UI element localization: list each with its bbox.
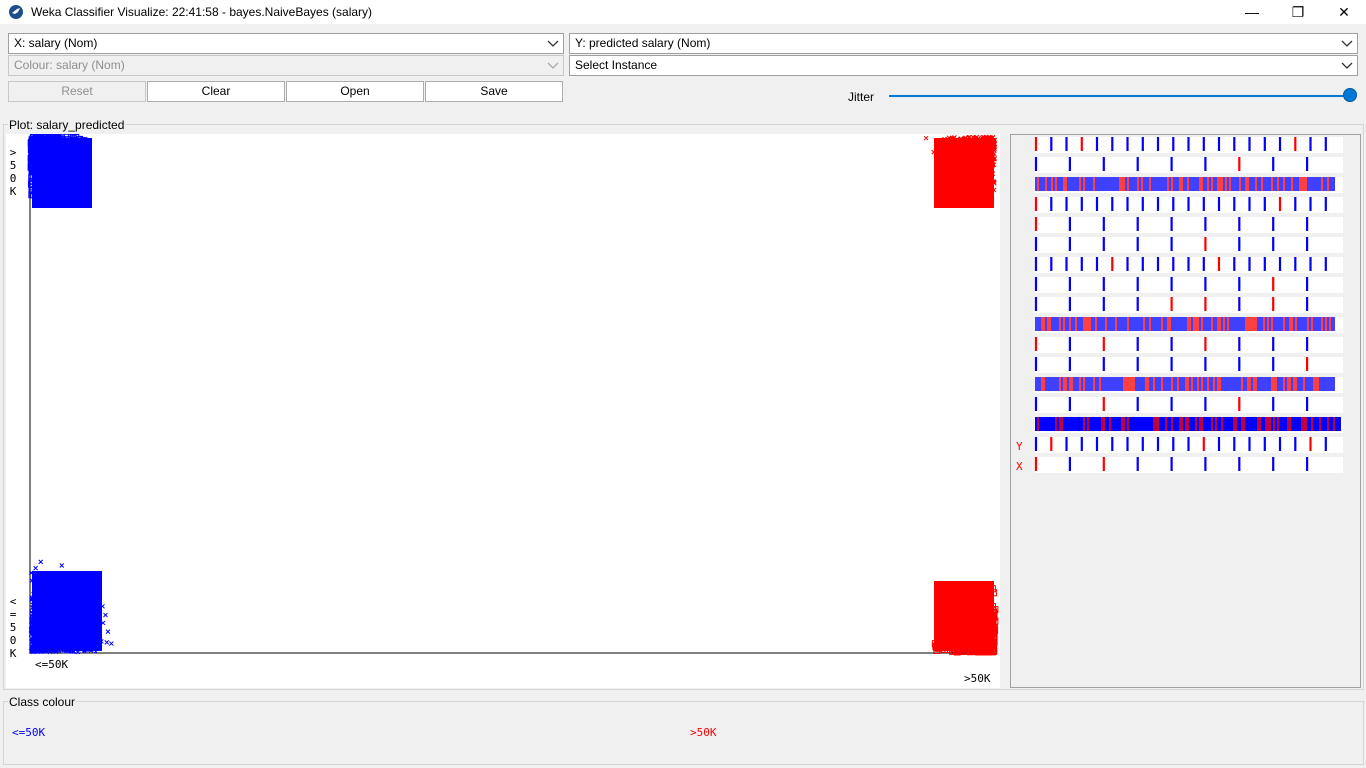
attribute-strip <box>1035 177 1343 193</box>
x-tick-label-right: >50K <box>964 672 991 685</box>
attribute-strip <box>1035 297 1343 313</box>
legend-item-le50k[interactable]: <=50K <box>12 726 46 739</box>
attribute-strip <box>1035 217 1343 233</box>
y-axis-select[interactable]: Y: predicted salary (Nom) <box>569 33 1358 54</box>
attribute-strip-points <box>1037 417 1335 431</box>
attribute-strip <box>1035 377 1343 393</box>
attribute-strip <box>1035 277 1343 293</box>
legend-item-gt50k[interactable]: >50K <box>690 726 717 739</box>
jitter-slider-thumb[interactable] <box>1343 88 1357 102</box>
attribute-strip-points <box>1034 457 1105 471</box>
attribute-strip-points <box>1035 417 1333 431</box>
attribute-strip-points <box>1034 257 1327 271</box>
attribute-strip-points <box>1041 377 1319 391</box>
weka-bird-icon <box>9 5 23 19</box>
attribute-strip-points <box>1034 277 1309 291</box>
select-instance-value: Select Instance <box>575 58 658 72</box>
attribute-strip-points <box>1050 197 1327 211</box>
attribute-strip-points <box>1050 137 1327 151</box>
save-button[interactable]: Save <box>425 81 563 102</box>
attribute-strip-points <box>1034 337 1207 351</box>
attribute-strip-points <box>1111 257 1221 271</box>
cluster-core <box>934 581 994 651</box>
cluster-1 <box>27 134 92 208</box>
y-axis-select-value: Y: predicted salary (Nom) <box>575 36 711 50</box>
attribute-strip-points <box>1035 177 1335 191</box>
cluster-2 <box>923 134 998 208</box>
legend-panel-border <box>3 701 1364 765</box>
attribute-strip-points <box>1034 397 1309 411</box>
cluster-core <box>32 138 92 208</box>
attribute-strip <box>1035 337 1343 353</box>
plot-title: Plot: salary_predicted <box>8 118 126 132</box>
scatter-plot[interactable]: >5 0 K < = 5 0 K <=50K >50K <box>6 134 1000 688</box>
attribute-strip-points <box>1102 397 1241 411</box>
data-points <box>27 134 999 656</box>
y-tick-label-top: >5 0 K <box>9 146 17 198</box>
window-title: Weka Classifier Visualize: 22:41:58 - ba… <box>31 5 373 19</box>
plot-panel-border <box>3 124 1364 690</box>
attribute-strip-points <box>1037 177 1329 191</box>
cluster-0 <box>28 559 114 655</box>
attribute-strip-points <box>1034 197 1282 211</box>
select-instance-select[interactable]: Select Instance <box>569 55 1358 76</box>
attribute-panel[interactable]: Y X <box>1010 134 1361 688</box>
cluster-3 <box>931 581 999 656</box>
chevron-down-icon <box>1341 62 1353 69</box>
attribute-strip-points <box>1034 437 1327 451</box>
matrix-y-marker: Y <box>1016 440 1023 453</box>
title-bar: Weka Classifier Visualize: 22:41:58 - ba… <box>0 0 1366 24</box>
x-tick-label-left: <=50K <box>35 658 69 671</box>
attribute-panel-canvas[interactable] <box>1011 135 1360 687</box>
attribute-strip <box>1035 317 1343 333</box>
cluster-core <box>32 571 102 651</box>
attribute-strip <box>1035 357 1343 373</box>
chevron-down-icon <box>547 62 559 69</box>
x-axis-select[interactable]: X: salary (Nom) <box>8 33 564 54</box>
jitter-slider-track[interactable] <box>889 95 1351 97</box>
attribute-strip-points <box>1034 237 1309 251</box>
reset-button[interactable]: Reset <box>8 81 146 102</box>
attribute-strip-points <box>1170 297 1275 311</box>
attribute-strip-points <box>1035 317 1335 331</box>
attribute-strip <box>1035 397 1343 413</box>
legend-title: Class colour <box>8 695 77 709</box>
minimize-button[interactable]: — <box>1245 4 1259 20</box>
open-button[interactable]: Open <box>286 81 424 102</box>
attribute-strip-points <box>1034 137 1297 151</box>
attribute-strip <box>1035 157 1343 173</box>
chevron-down-icon <box>1341 40 1353 47</box>
attribute-strip-points <box>1068 337 1309 351</box>
attribute-strip-points <box>1034 157 1309 171</box>
cluster-core <box>934 138 994 208</box>
attribute-strip-points <box>1050 437 1312 451</box>
colour-select[interactable]: Colour: salary (Nom) <box>8 55 564 76</box>
x-axis-select-value: X: salary (Nom) <box>14 36 98 50</box>
attribute-strip-points <box>1035 377 1335 391</box>
attribute-strip <box>1035 237 1343 253</box>
matrix-x-marker: X <box>1016 460 1023 473</box>
maximize-button[interactable]: ❐ <box>1291 4 1305 20</box>
attribute-strip-points <box>1034 297 1309 311</box>
y-tick-label-bottom: < = 5 0 K <box>9 595 17 660</box>
scatter-plot-canvas[interactable] <box>6 134 1000 688</box>
close-button[interactable]: ✕ <box>1338 4 1350 20</box>
attribute-strip-points <box>1068 217 1309 231</box>
clear-button[interactable]: Clear <box>147 81 285 102</box>
chevron-down-icon <box>547 40 559 47</box>
jitter-label: Jitter <box>848 90 875 104</box>
colour-select-value: Colour: salary (Nom) <box>14 58 125 72</box>
attribute-strip-points <box>1041 317 1331 331</box>
attribute-strip <box>1035 457 1343 473</box>
attribute-strip-points <box>1068 457 1309 471</box>
attribute-strip-points <box>1034 357 1275 371</box>
